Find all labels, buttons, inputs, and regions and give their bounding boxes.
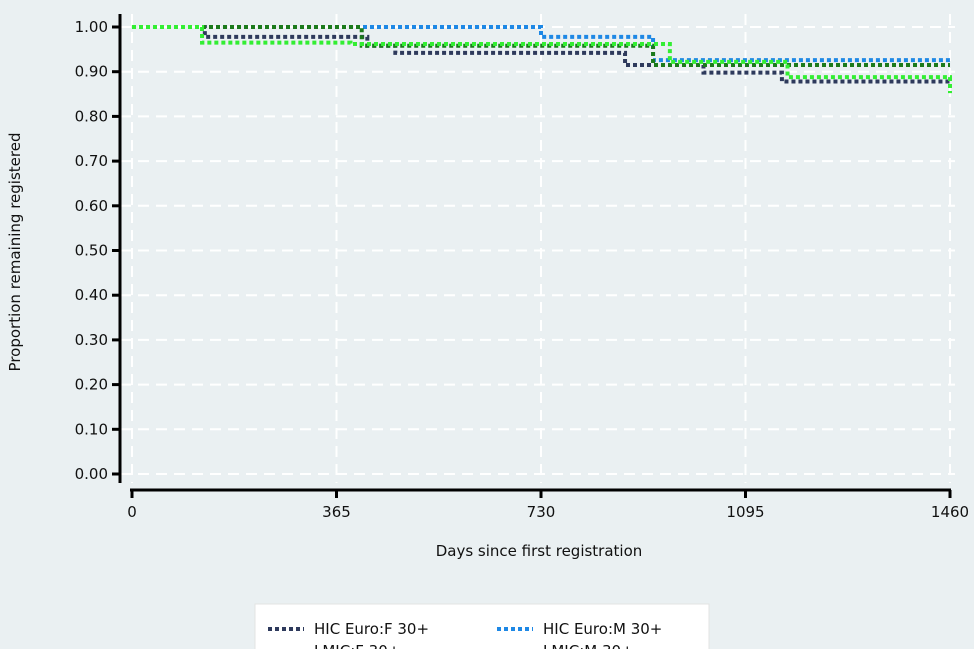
y-tick-label: 0.20: [75, 376, 108, 394]
series-layer: [132, 25, 952, 94]
grid: [120, 14, 955, 483]
y-tick-label: 0.50: [75, 242, 108, 260]
x-ticks: 0 365 730 1095 1460: [127, 490, 969, 521]
y-tick-label: 0.40: [75, 286, 108, 304]
y-tick-label: 1.00: [75, 18, 108, 36]
y-tick-label: 0.00: [75, 465, 108, 483]
y-tick-label: 0.90: [75, 63, 108, 81]
y-ticks: 0.00 0.10 0.20 0.30 0.40 0.50 0.60 0.70 0.80 0.90…: [75, 18, 120, 483]
y-tick-label: 0.10: [75, 420, 108, 438]
legend-label: HIC Euro:M 30+: [543, 620, 662, 638]
y-tick-label: 0.80: [75, 107, 108, 125]
y-axis-title: Proportion remaining registered: [6, 133, 24, 372]
x-axis-title: Days since first registration: [436, 542, 643, 560]
y-tick-label: 0.70: [75, 152, 108, 170]
series-line-0: [132, 25, 950, 84]
legend: HIC Euro:F 30+ HIC Euro:M 30+ LMIC:F 30+ LM…: [254, 603, 710, 649]
axes: [118, 14, 951, 492]
x-tick-label: 0: [127, 503, 137, 521]
y-tick-label: 0.60: [75, 197, 108, 215]
legend-label: HIC Euro:F 30+: [314, 620, 429, 638]
y-tick-label: 0.30: [75, 331, 108, 349]
legend-label: LMIC:F 30+: [314, 642, 400, 649]
legend-box: [254, 603, 710, 649]
legend-label: LMIC:M 30+: [543, 642, 634, 649]
x-tick-label: 365: [322, 503, 351, 521]
x-tick-label: 1460: [931, 503, 969, 521]
series-line-3: [132, 25, 952, 94]
x-tick-label: 1095: [726, 503, 764, 521]
x-tick-label: 730: [527, 503, 556, 521]
